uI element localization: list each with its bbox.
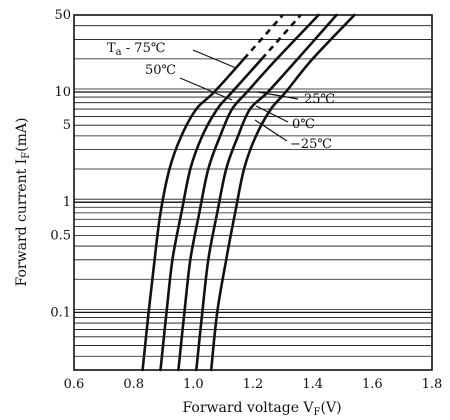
series-line-dashed-1 — [260, 14, 302, 60]
y-tick-labels: 0.1 0.5 1 5 10 50 — [50, 8, 71, 320]
series-label: 0℃ — [292, 117, 315, 132]
x-tick-label: 1.2 — [243, 377, 264, 392]
grid-layer — [74, 14, 432, 357]
leader-line — [192, 49, 237, 69]
series-line-3 — [195, 13, 338, 372]
y-tick-label: 0.5 — [50, 228, 71, 243]
y-tick-label: 10 — [54, 85, 71, 100]
leader-line — [257, 91, 299, 100]
series-label: 50℃ — [145, 63, 176, 78]
x-axis-title: Forward voltage VF(V) — [182, 400, 341, 418]
x-tick-label: 1.0 — [183, 377, 204, 392]
series-line-0 — [141, 57, 246, 372]
series-label: 25℃ — [304, 92, 335, 107]
leader-line — [179, 77, 233, 101]
x-tick-label: 1.4 — [302, 377, 323, 392]
curve-layer — [141, 13, 356, 372]
series-label: Ta - 75℃ — [107, 41, 165, 58]
leader-layer — [179, 49, 299, 142]
series-line-2 — [177, 13, 320, 372]
x-tick-labels: 0.6 0.8 1.0 1.2 1.4 1.6 1.8 — [64, 377, 443, 392]
series-label: −25℃ — [290, 137, 332, 152]
x-tick-label: 0.8 — [123, 377, 144, 392]
x-tick-label: 1.8 — [422, 377, 443, 392]
leader-line — [254, 119, 288, 142]
plot-frame — [73, 14, 433, 371]
y-tick-label: 50 — [54, 8, 71, 23]
y-tick-label: 1 — [63, 195, 71, 210]
curve-labels: Ta - 75℃ 50℃ 25℃ 0℃ −25℃ — [107, 41, 335, 152]
leader-line — [255, 105, 289, 123]
x-tick-label: 0.6 — [64, 377, 85, 392]
y-tick-label: 0.1 — [50, 305, 71, 320]
series-line-4 — [209, 13, 356, 372]
y-axis-title: Forward current IF(mA) — [14, 118, 32, 287]
series-line-dashed-0 — [243, 14, 284, 60]
y-tick-label: 5 — [63, 118, 71, 133]
x-tick-label: 1.6 — [362, 377, 383, 392]
